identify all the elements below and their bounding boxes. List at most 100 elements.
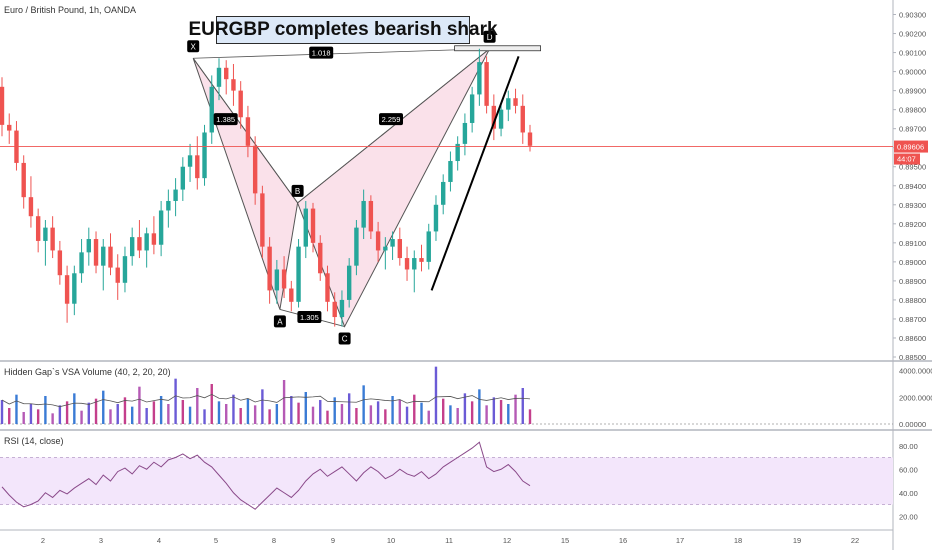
pattern-ratio-line — [192, 58, 298, 204]
candle — [144, 227, 149, 268]
candle — [238, 81, 243, 129]
volume-bar — [326, 410, 329, 424]
trendline[interactable] — [430, 56, 520, 291]
candle — [137, 220, 142, 259]
volume-bar — [73, 393, 76, 424]
point-label-text: X — [191, 42, 197, 51]
candle — [267, 237, 272, 304]
price-tick-label: 0.89100 — [899, 239, 926, 248]
candle-body — [115, 267, 120, 283]
candle — [491, 94, 497, 141]
price-axis[interactable]: 0.90300 0.90200 0.90100 0.90000 0.89900 0.898… — [893, 11, 926, 362]
time-tick-label: 8 — [272, 536, 276, 545]
candle — [332, 292, 337, 327]
candle — [296, 239, 301, 308]
volume-bar — [492, 397, 496, 424]
ratio-label-text: 1.018 — [312, 49, 331, 58]
price-tick-label: 0.89900 — [899, 87, 926, 96]
candle-body — [448, 161, 453, 182]
pattern-point-c: C — [338, 332, 351, 345]
rsi-tick-label: 20.00 — [899, 512, 918, 521]
volume-bar — [528, 409, 532, 424]
time-tick-label: 18 — [734, 536, 742, 545]
rsi-indicator-label[interactable]: RSI (14, close) — [4, 436, 64, 446]
candle-body — [281, 269, 287, 289]
price-tick-label: 0.89200 — [899, 220, 926, 229]
pattern-point-a: A — [273, 315, 286, 328]
candle-body — [209, 86, 214, 133]
candle-body — [122, 256, 128, 283]
candle — [79, 239, 84, 283]
time-axis[interactable]: 2 3 4 5 8 9 10 11 12 15 16 17 18 19 22 — [41, 536, 859, 545]
price-tick-label: 0.90300 — [899, 11, 926, 20]
time-tick-label: 5 — [214, 536, 218, 545]
countdown-label: 44:07 — [897, 155, 916, 164]
current-price-badge[interactable] — [894, 140, 928, 153]
candle-body — [50, 227, 55, 251]
candle — [158, 200, 164, 257]
candle — [260, 185, 265, 259]
candle-body — [441, 181, 446, 205]
time-tick-label: 11 — [445, 536, 453, 545]
candle — [419, 244, 424, 272]
ratio-label-text: 1.305 — [300, 313, 319, 322]
candle — [281, 256, 287, 299]
candle-body — [296, 246, 301, 302]
candle-body — [303, 208, 308, 247]
time-tick-label: 2 — [41, 536, 45, 545]
candle-body — [310, 208, 316, 243]
candle-body — [318, 242, 323, 274]
candle — [527, 124, 533, 152]
volume-bar — [268, 409, 271, 424]
candle-body — [375, 231, 381, 251]
candle — [180, 157, 186, 201]
volume-tick-label: 0.00000 — [899, 420, 926, 429]
ratio-label: 1.305 — [297, 311, 322, 324]
candle — [93, 231, 99, 274]
candle-body — [173, 189, 178, 201]
candle — [274, 259, 280, 304]
candle — [35, 208, 41, 253]
candle — [484, 56, 489, 114]
ratio-label-bg — [379, 113, 403, 126]
volume-bar — [36, 409, 40, 424]
candle-body — [274, 269, 280, 291]
candlestick-series — [0, 48, 533, 327]
volume-bar — [94, 398, 98, 424]
candle — [506, 90, 511, 122]
volume-bar — [376, 401, 380, 424]
volume-bar — [203, 409, 206, 424]
candle — [64, 265, 70, 323]
candle-body — [86, 239, 91, 253]
candle — [426, 223, 431, 270]
candle — [209, 75, 214, 144]
price-tick-label: 0.89700 — [899, 125, 926, 134]
volume-bar — [319, 400, 322, 424]
volume-bar — [275, 404, 279, 424]
candle-body — [477, 62, 482, 95]
candle — [318, 235, 323, 281]
time-tick-label: 4 — [157, 536, 161, 545]
volume-bar — [507, 404, 510, 424]
candle-body — [238, 90, 243, 118]
candle-body — [158, 210, 164, 245]
volume-bar — [253, 405, 257, 424]
candle — [216, 58, 222, 101]
candle-body — [129, 237, 135, 257]
volume-bar — [470, 401, 474, 424]
volume-indicator-label[interactable]: Hidden Gap`s VSA Volume (40, 2, 20, 20) — [4, 367, 171, 377]
candle-body — [289, 288, 294, 302]
candle — [412, 250, 417, 293]
rsi-tick-label: 80.00 — [899, 442, 918, 451]
candle — [173, 178, 178, 217]
candle — [383, 237, 388, 270]
candle — [245, 105, 251, 158]
candle-body — [412, 258, 417, 270]
candle — [252, 136, 258, 205]
price-tick-label: 0.90200 — [899, 30, 926, 39]
point-label-bg — [338, 332, 351, 345]
candle — [14, 121, 19, 171]
volume-bar — [65, 401, 69, 424]
candle-body — [361, 200, 366, 228]
